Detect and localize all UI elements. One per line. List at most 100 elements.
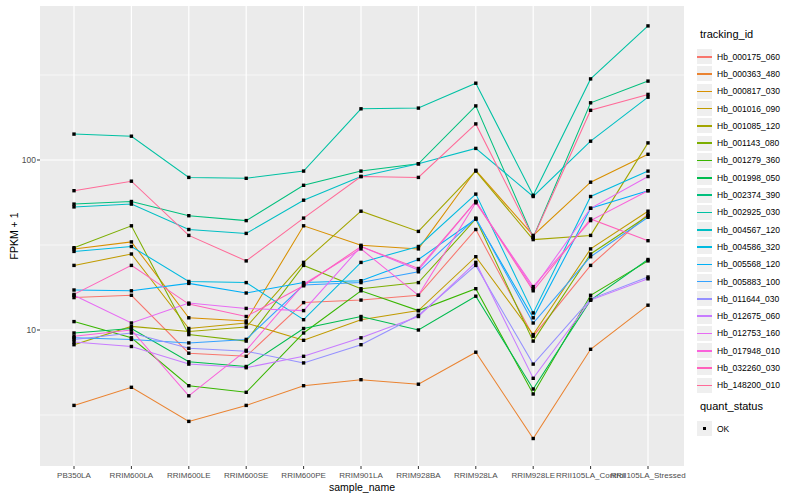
legend-item-Hb_001279_360: Hb_001279_360	[692, 152, 780, 169]
data-point	[646, 216, 649, 219]
data-point	[532, 289, 535, 292]
data-point	[302, 264, 305, 267]
legend-item-Hb_000363_480: Hb_000363_480	[692, 65, 780, 82]
data-point	[417, 230, 420, 233]
data-point	[646, 93, 649, 96]
data-point	[302, 224, 305, 227]
data-point	[417, 162, 420, 165]
data-point	[245, 355, 248, 358]
legend-title-tracking-id: tracking_id	[700, 28, 753, 40]
legend-item-label: Hb_004567_120	[717, 225, 780, 235]
line-swatch-icon	[697, 309, 712, 324]
legend-item-Hb_032260_030: Hb_032260_030	[692, 359, 780, 376]
data-point	[245, 366, 248, 369]
data-point	[302, 331, 305, 334]
data-point	[532, 236, 535, 239]
data-point	[474, 295, 477, 298]
data-point	[72, 205, 75, 208]
data-point	[646, 304, 649, 307]
data-point	[187, 341, 190, 344]
data-point	[359, 315, 362, 318]
legend-item-Hb_005883_100: Hb_005883_100	[692, 273, 780, 290]
legend-item-label: Hb_004586_320	[717, 242, 780, 252]
data-point	[359, 261, 362, 264]
x-tick-label: RRIM928LE	[511, 471, 555, 480]
data-point	[646, 277, 649, 280]
data-point	[532, 387, 535, 390]
data-point	[72, 404, 75, 407]
data-point	[532, 311, 535, 314]
data-point	[589, 294, 592, 297]
data-point	[187, 327, 190, 330]
data-point	[187, 302, 190, 305]
data-point	[646, 169, 649, 172]
data-point	[474, 104, 477, 107]
data-point	[72, 264, 75, 267]
data-point	[589, 207, 592, 210]
legend-item-label: Hb_005568_120	[717, 259, 780, 269]
data-point	[302, 199, 305, 202]
data-point	[187, 234, 190, 237]
data-point	[474, 192, 477, 195]
data-point	[359, 378, 362, 381]
line-swatch-icon	[697, 153, 712, 168]
data-point	[532, 321, 535, 324]
data-point	[646, 24, 649, 27]
legend-item-label: Hb_032260_030	[717, 363, 780, 373]
data-point	[187, 316, 190, 319]
x-tick-label: RRIM928LA	[454, 471, 498, 480]
line-swatch-icon	[697, 49, 712, 64]
data-point	[589, 298, 592, 301]
data-point	[187, 362, 190, 365]
legend-item-Hb_000817_030: Hb_000817_030	[692, 83, 780, 100]
legend-item-label: Hb_001998_050	[717, 173, 780, 183]
data-point	[417, 245, 420, 248]
data-point	[245, 291, 248, 294]
legend-item-Hb_001085_120: Hb_001085_120	[692, 117, 780, 134]
line-swatch-icon	[697, 205, 712, 220]
legend-item-Hb_004567_120: Hb_004567_120	[692, 221, 780, 238]
data-point	[130, 264, 133, 267]
line-swatch-icon	[697, 66, 712, 81]
data-point	[474, 287, 477, 290]
legend-item-label: Hb_001016_090	[717, 104, 780, 114]
data-point	[589, 195, 592, 198]
data-point	[359, 343, 362, 346]
data-point	[187, 333, 190, 336]
data-point	[130, 331, 133, 334]
data-point	[245, 404, 248, 407]
legend-item-label: Hb_001279_360	[717, 155, 780, 165]
data-point	[359, 318, 362, 321]
data-point	[72, 132, 75, 135]
x-tick-label: RRIM600SE	[224, 471, 268, 480]
line-swatch-icon	[697, 101, 712, 116]
data-point	[245, 338, 248, 341]
legend-item-Hb_012675_060: Hb_012675_060	[692, 307, 780, 324]
x-tick-label: RRIM600PE	[281, 471, 325, 480]
data-point	[187, 282, 190, 285]
legend-item-label: Hb_011644_030	[717, 294, 779, 304]
legend-item-Hb_002374_390: Hb_002374_390	[692, 186, 780, 203]
legend-item-Hb_002925_030: Hb_002925_030	[692, 204, 780, 221]
data-point	[245, 259, 248, 262]
legend-item-label: Hb_000363_480	[717, 69, 780, 79]
data-point	[302, 339, 305, 342]
data-point	[130, 386, 133, 389]
legend-title-quant-status: quant_status	[700, 400, 763, 412]
data-point	[474, 216, 477, 219]
data-point	[245, 219, 248, 222]
data-point	[187, 394, 190, 397]
data-point	[302, 301, 305, 304]
data-point	[589, 77, 592, 80]
data-point	[72, 288, 75, 291]
data-point	[72, 246, 75, 249]
line-swatch-icon	[697, 170, 712, 185]
data-point	[589, 348, 592, 351]
data-point	[646, 141, 649, 144]
data-point	[474, 82, 477, 85]
data-point	[245, 321, 248, 324]
data-point	[130, 245, 133, 248]
data-point	[130, 321, 133, 324]
data-point	[474, 200, 477, 203]
data-point	[187, 214, 190, 217]
